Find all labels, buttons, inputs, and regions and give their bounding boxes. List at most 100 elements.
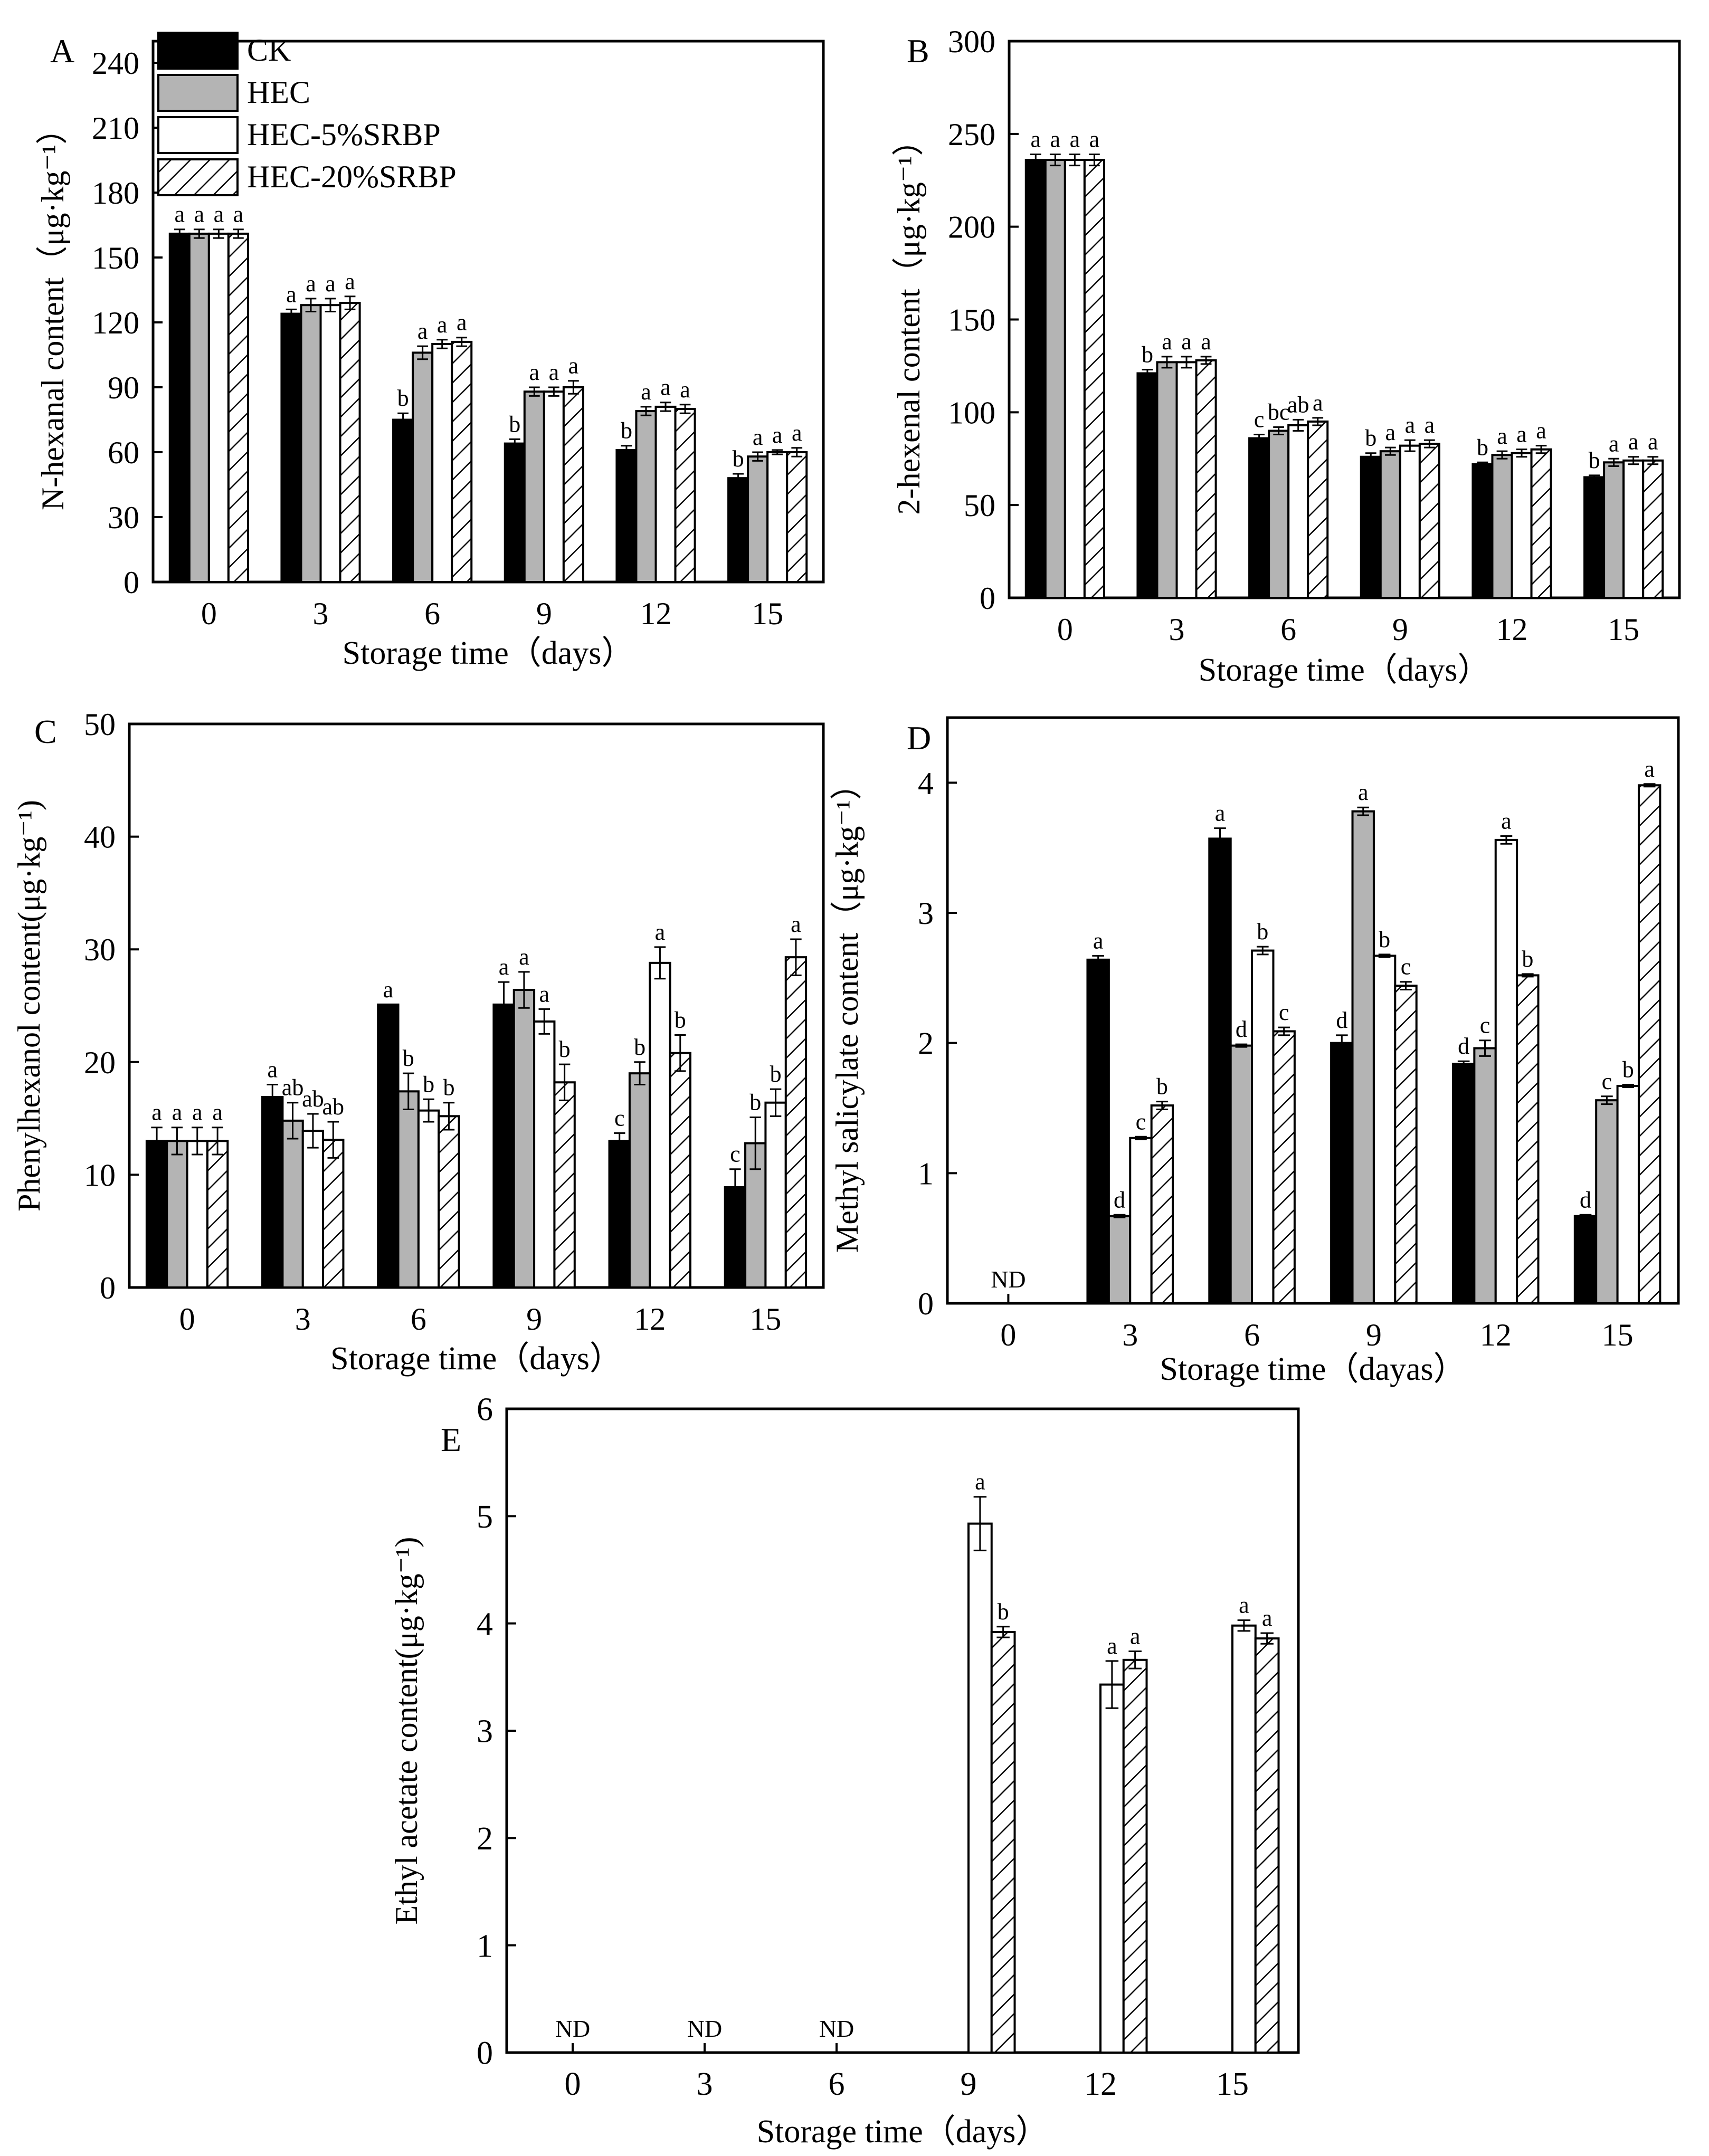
bar [1418, 443, 1440, 599]
bar [412, 351, 434, 584]
y-tick-label: 2 [918, 1026, 934, 1061]
y-tick-label: 40 [84, 820, 116, 855]
significance-letter: bc [1268, 399, 1290, 425]
bar [1583, 476, 1606, 599]
significance-letter: b [621, 418, 632, 444]
nd-label: ND [991, 1266, 1026, 1293]
bar [206, 1140, 229, 1289]
x-tick-label: 12 [640, 596, 672, 631]
legend: CK HEC HEC-5%SRBP HEC-20%SRBP [157, 32, 457, 196]
bar [1379, 450, 1401, 599]
bar [1254, 1637, 1280, 2054]
significance-letter: c [730, 1141, 740, 1167]
legend-swatch-hatch [157, 158, 239, 196]
significance-letter: a [529, 359, 540, 385]
bar [553, 1081, 576, 1289]
bar [417, 1109, 440, 1289]
significance-letter: a [417, 318, 428, 344]
x-tick-label: 12 [1496, 612, 1528, 647]
legend-label: HEC-20%SRBP [247, 159, 457, 194]
significance-letter: a [1181, 329, 1192, 355]
significance-letter: a [1070, 127, 1080, 152]
significance-letter: b [1589, 447, 1600, 473]
bar [1471, 463, 1494, 599]
significance-letter: b [397, 385, 409, 411]
significance-letter: b [733, 446, 744, 472]
bar [1573, 1215, 1598, 1305]
bar [649, 961, 671, 1289]
bar [764, 1101, 787, 1289]
y-tick-label: 100 [948, 395, 995, 430]
significance-letter: a [1201, 329, 1211, 355]
significance-letter: b [1142, 341, 1153, 367]
y-tick-label: 10 [84, 1158, 116, 1193]
y-tick-label: 150 [948, 303, 995, 338]
bar [1360, 455, 1382, 599]
significance-letter: c [614, 1105, 625, 1131]
bar [1511, 452, 1533, 599]
significance-letter: a [1405, 412, 1416, 438]
bar [786, 451, 808, 583]
y-tick-label: 50 [964, 488, 995, 523]
significance-letter: d [1336, 1007, 1347, 1033]
x-tick-label: 6 [829, 2066, 845, 2102]
bar [319, 304, 341, 583]
bar [1637, 784, 1661, 1305]
bar [1642, 459, 1664, 599]
y-tick-label: 120 [92, 306, 139, 340]
significance-letter: a [192, 1100, 203, 1125]
significance-letter: b [1522, 946, 1533, 972]
legend-swatch-gray [157, 74, 239, 112]
x-tick-label: 15 [1216, 2066, 1249, 2102]
significance-letter: a [753, 424, 763, 450]
bar [1208, 837, 1232, 1304]
significance-letter: c [1401, 954, 1411, 980]
bar [1603, 461, 1625, 599]
significance-letter: a [792, 420, 802, 446]
bar [674, 408, 696, 583]
significance-letter: b [509, 411, 520, 437]
significance-letter: a [1215, 800, 1226, 826]
significance-letter: a [660, 375, 671, 400]
significance-letter: b [1622, 1057, 1634, 1083]
bar [608, 1140, 631, 1289]
bar [766, 451, 789, 583]
significance-letter: a [1425, 412, 1435, 438]
significance-letter: b [998, 1599, 1009, 1625]
bar [1083, 159, 1105, 599]
significance-letter: a [233, 202, 244, 227]
y-axis-title: Ethyl acetate content(μg·kg⁻¹) [389, 1537, 424, 1925]
significance-letter: b [1379, 927, 1390, 952]
x-axis-title: Storage time（days） [330, 1341, 622, 1377]
bar [392, 418, 414, 583]
significance-letter: a [172, 1100, 183, 1125]
bar [261, 1096, 284, 1289]
x-tick-label: 0 [565, 2066, 581, 2102]
x-tick-label: 12 [1084, 2066, 1117, 2102]
bar [1229, 1044, 1254, 1304]
y-tick-label: 150 [92, 241, 139, 275]
significance-letter: a [437, 312, 448, 338]
y-tick-label: 210 [92, 111, 139, 146]
y-tick-label: 300 [948, 24, 995, 59]
y-tick-label: 180 [92, 176, 139, 211]
significance-letter: a [1239, 1592, 1249, 1618]
significance-letter: a [345, 269, 355, 294]
significance-letter: a [1262, 1605, 1273, 1631]
bar [1287, 424, 1309, 599]
bar [628, 1072, 651, 1289]
bar [1129, 1137, 1153, 1305]
significance-letter: a [568, 353, 579, 379]
x-tick-label: 15 [1602, 1318, 1634, 1352]
x-tick-label: 3 [295, 1302, 311, 1337]
y-tick-label: 50 [84, 707, 116, 742]
legend-label: HEC [247, 75, 310, 110]
plot-frame [151, 40, 825, 584]
bar [451, 340, 473, 584]
bar [727, 477, 749, 584]
bar [747, 455, 769, 584]
chart-panel-a: A 0 30 60 90 120 150 180 210 240 0 3 6 9 12 15 Storage t… [35, 32, 825, 671]
bar [1086, 958, 1110, 1305]
y-tick-label: 0 [477, 2036, 493, 2072]
y-tick-label: 4 [918, 766, 934, 800]
